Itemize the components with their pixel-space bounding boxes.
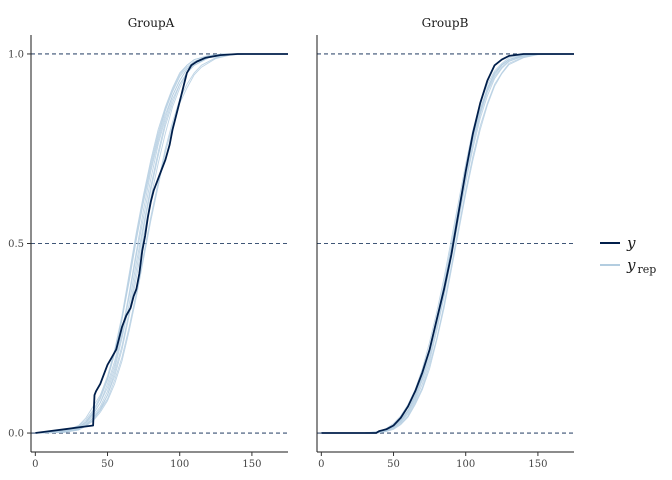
x-tick-label-groupa-150: 150 <box>242 459 261 470</box>
x-tick-label-groupa-100: 100 <box>170 459 189 470</box>
yrep-line-groupa-3 <box>35 53 288 434</box>
x-tick-label-groupb-50: 50 <box>387 459 400 470</box>
facet-title-groupb: GroupB <box>422 16 469 30</box>
yrep-line-groupa-9 <box>35 53 288 434</box>
y-line-groupa <box>35 53 288 434</box>
yrep-line-groupa-6 <box>35 53 288 434</box>
x-tick-label-groupa-0: 0 <box>32 459 38 470</box>
y-line-groupb <box>321 53 574 434</box>
x-tick-label-groupb-0: 0 <box>318 459 324 470</box>
x-tick-label-groupb-150: 150 <box>528 459 547 470</box>
yrep-line-groupa-5 <box>35 53 288 434</box>
panel-groupb: 0 50 100 150 <box>316 35 575 470</box>
y-tick-label-1: 0.5 <box>8 239 24 250</box>
legend-label-yrep: y rep <box>626 256 656 276</box>
yrep-line-groupb-5 <box>321 53 574 434</box>
y-tick-label-0: 0.0 <box>8 429 24 440</box>
yrep-line-groupb-3 <box>321 53 574 434</box>
legend-label-y: y <box>626 234 636 252</box>
legend: y y rep <box>600 234 656 276</box>
yrep-line-groupb-7 <box>321 53 575 434</box>
x-tick-label-groupa-50: 50 <box>101 459 114 470</box>
y-tick-label-2: 1.0 <box>8 49 24 60</box>
yrep-line-groupa-8 <box>35 53 288 434</box>
panel-groupa: 0 50 100 150 0.0 0.5 1.0 <box>8 35 288 470</box>
facet-title-groupa: GroupA <box>128 16 175 30</box>
yrep-line-groupb-2 <box>321 53 574 434</box>
x-tick-label-groupb-100: 100 <box>456 459 475 470</box>
